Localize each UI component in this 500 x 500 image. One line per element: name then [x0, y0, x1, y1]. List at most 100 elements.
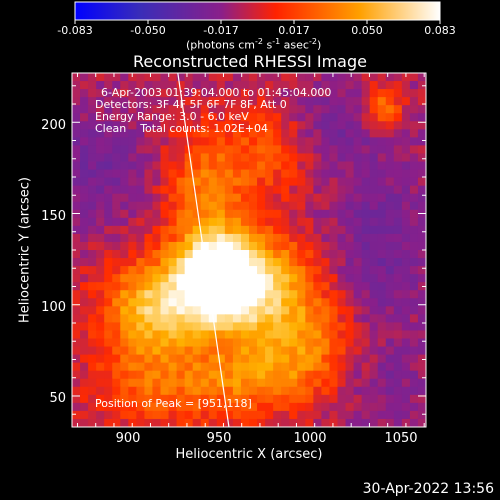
heatmap-cell — [168, 306, 178, 315]
heatmap-cell — [345, 346, 355, 356]
heatmap-cell — [257, 378, 266, 388]
heatmap-cell — [273, 145, 282, 155]
heatmap-cell — [281, 233, 290, 243]
heatmap-cell — [232, 225, 242, 235]
heatmap-cell — [80, 314, 89, 324]
heatmap-cell — [120, 346, 129, 356]
heatmap-cell — [144, 113, 154, 122]
heatmap-cell — [232, 233, 242, 243]
heatmap-cell — [160, 137, 170, 147]
heatmap-cell — [345, 73, 355, 82]
heatmap-cell — [377, 169, 387, 179]
heatmap-cell — [305, 394, 314, 404]
heatmap-cell — [144, 97, 154, 106]
heatmap-cell — [329, 250, 339, 259]
heatmap-cell — [80, 250, 89, 259]
heatmap-cell — [160, 193, 170, 203]
heatmap-cell — [144, 338, 154, 348]
heatmap-cell — [409, 330, 419, 340]
heatmap-cell — [305, 129, 314, 138]
heatmap-cell — [240, 185, 250, 195]
heatmap-cell — [160, 145, 170, 155]
heatmap-cell — [265, 274, 274, 283]
heatmap-cell — [96, 225, 105, 235]
y-tick-label: 50 — [49, 391, 66, 406]
heatmap-cell — [112, 298, 121, 307]
heatmap-cell — [120, 330, 129, 340]
heatmap-cell — [176, 346, 186, 356]
heatmap-cell — [120, 370, 129, 380]
heatmap-cell — [152, 250, 162, 259]
heatmap-cell — [224, 354, 234, 364]
heatmap-cell — [80, 274, 89, 283]
heatmap-cell — [176, 322, 186, 332]
heatmap-cell — [88, 105, 97, 114]
heatmap-cell — [104, 378, 113, 388]
heatmap-cell — [168, 185, 178, 195]
heatmap-cell — [353, 282, 363, 291]
heatmap-cell — [353, 322, 363, 332]
heatmap-cell — [80, 386, 89, 396]
heatmap-cell — [160, 161, 170, 171]
heatmap-cell — [160, 314, 170, 324]
heatmap-cell — [160, 250, 170, 259]
heatmap-cell — [417, 362, 426, 372]
heatmap-cell — [321, 322, 331, 332]
heatmap-cell — [313, 185, 323, 195]
heatmap-cell — [329, 402, 339, 412]
heatmap-cell — [289, 402, 298, 412]
heatmap-cell — [321, 193, 331, 203]
heatmap-cell — [417, 233, 426, 243]
heatmap-cell — [249, 314, 258, 324]
heatmap-cell — [168, 330, 178, 340]
heatmap-cell — [281, 121, 290, 130]
heatmap-cell — [200, 346, 210, 356]
heatmap-cell — [112, 354, 121, 364]
heatmap-cell — [72, 185, 81, 195]
heatmap-cell — [80, 217, 89, 227]
heatmap-cell — [208, 217, 218, 227]
heatmap-cell — [184, 161, 194, 171]
heatmap-cell — [337, 402, 347, 412]
heatmap-cell — [265, 241, 274, 251]
heatmap-cell — [128, 105, 137, 114]
heatmap-cell — [265, 89, 274, 98]
heatmap-cell — [289, 306, 298, 315]
heatmap-cell — [321, 418, 331, 427]
heatmap-cell — [112, 233, 121, 243]
heatmap-cell — [120, 266, 129, 275]
heatmap-cell — [297, 378, 306, 388]
heatmap-cell — [88, 225, 97, 235]
heatmap-cell — [240, 81, 250, 90]
heatmap-cell — [120, 137, 129, 147]
heatmap-cell — [329, 306, 339, 315]
heatmap-cell — [313, 233, 323, 243]
heatmap-cell — [353, 362, 363, 372]
heatmap-cell — [232, 113, 242, 122]
heatmap-cell — [136, 386, 146, 396]
heatmap-cell — [289, 105, 298, 114]
heatmap-cell — [409, 378, 419, 388]
heatmap-cell — [273, 250, 282, 259]
heatmap-cell — [257, 306, 266, 315]
heatmap-cell — [377, 193, 387, 203]
heatmap-cell — [409, 121, 419, 130]
heatmap-cell — [321, 201, 331, 211]
heatmap-cell — [249, 298, 258, 307]
heatmap-cell — [353, 73, 363, 82]
heatmap-cell — [104, 306, 113, 315]
heatmap-cell — [409, 298, 419, 307]
heatmap-cell — [313, 81, 323, 90]
heatmap-cell — [120, 89, 129, 98]
heatmap-cell — [80, 185, 89, 195]
heatmap-cell — [240, 282, 250, 291]
heatmap-cell — [353, 266, 363, 275]
heatmap-cell — [224, 217, 234, 227]
heatmap-cell — [128, 258, 137, 267]
heatmap-cell — [112, 250, 121, 259]
heatmap-cell — [224, 362, 234, 372]
heatmap-cell — [112, 282, 121, 291]
heatmap-cell — [305, 410, 314, 420]
heatmap-cell — [409, 258, 419, 267]
heatmap-cell — [297, 81, 306, 90]
